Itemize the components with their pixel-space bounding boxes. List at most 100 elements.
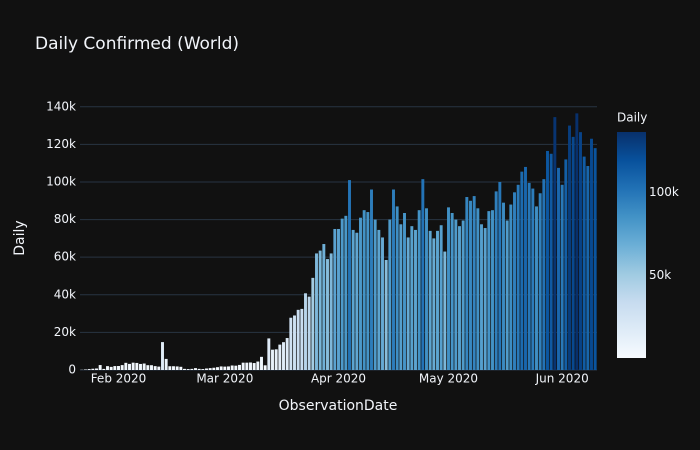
bar (370, 189, 373, 370)
bar (87, 369, 91, 370)
bar (337, 228, 340, 370)
x-tick-label: Jun 2020 (535, 372, 589, 386)
bar (175, 366, 179, 370)
bar (106, 366, 109, 370)
chart-title: Daily Confirmed (World) (35, 34, 239, 54)
bar (355, 232, 359, 370)
bar (443, 251, 447, 370)
bar (373, 219, 377, 370)
colorbar-title: Daily (617, 111, 647, 125)
bar (351, 229, 355, 370)
bar (535, 206, 538, 370)
bar (582, 156, 586, 370)
bar (476, 208, 480, 370)
bar (505, 220, 509, 370)
bar (417, 210, 421, 370)
bar (267, 338, 271, 370)
bar (157, 366, 161, 370)
bar (542, 179, 546, 370)
x-tick-label: May 2020 (419, 372, 478, 386)
bar (333, 228, 337, 370)
bar (142, 363, 146, 370)
bar (146, 365, 150, 370)
bar (212, 367, 216, 370)
bar (274, 349, 278, 370)
bar (256, 361, 260, 370)
x-tick-label: Apr 2020 (311, 372, 366, 386)
bar (461, 220, 465, 370)
bar (249, 362, 252, 370)
bar (304, 293, 307, 370)
bar (571, 136, 575, 370)
y-tick-label: 20k (54, 325, 76, 339)
bar (469, 200, 472, 370)
bar (575, 113, 579, 370)
bar (194, 368, 197, 370)
bar (311, 277, 315, 370)
bar (491, 210, 494, 370)
bar (216, 367, 219, 370)
bar (230, 365, 234, 370)
bar (480, 224, 483, 370)
bar (553, 117, 557, 370)
bar (322, 244, 326, 370)
bar (223, 366, 227, 370)
bar (91, 368, 95, 370)
bar (428, 230, 432, 370)
bar (208, 368, 212, 370)
y-tick-label: 120k (46, 137, 76, 151)
bar (329, 253, 333, 370)
bar (95, 368, 98, 370)
bar (454, 219, 458, 370)
bar (102, 368, 106, 370)
bar (447, 207, 450, 370)
bar (98, 365, 102, 370)
bar (150, 365, 153, 370)
bar (190, 368, 194, 370)
bar (557, 167, 560, 370)
bar (465, 197, 469, 370)
bar (168, 366, 172, 370)
bar (359, 217, 362, 370)
bar (421, 179, 425, 370)
bar (340, 218, 344, 370)
bar (197, 368, 201, 370)
bar (326, 259, 329, 370)
bar (366, 212, 370, 370)
bar (450, 213, 454, 370)
bar (135, 362, 139, 370)
bar (296, 309, 300, 370)
bar (494, 191, 498, 370)
bar (549, 153, 553, 370)
bar (516, 184, 520, 370)
bar (128, 363, 131, 370)
bar (498, 181, 502, 370)
bar (392, 189, 395, 370)
bar (172, 366, 175, 370)
bar (120, 365, 124, 370)
bar (593, 148, 597, 370)
bar (245, 362, 249, 370)
y-tick-label: 140k (46, 99, 76, 113)
bar (362, 210, 366, 370)
y-tick-label: 40k (54, 287, 76, 301)
bar (520, 171, 524, 370)
bar (227, 366, 230, 370)
bar (201, 369, 205, 370)
colorbar-tick-label: 50k (649, 268, 671, 282)
bar (483, 228, 487, 370)
bar (564, 159, 568, 370)
bar (260, 356, 263, 370)
bar (282, 342, 285, 370)
bar (109, 366, 113, 370)
bar (161, 342, 164, 370)
bar (179, 366, 183, 370)
bar (278, 344, 282, 370)
bar (432, 238, 436, 370)
bar (186, 369, 190, 370)
bar (509, 204, 513, 370)
bar (406, 237, 410, 370)
bar (153, 366, 157, 370)
bar (579, 132, 582, 370)
